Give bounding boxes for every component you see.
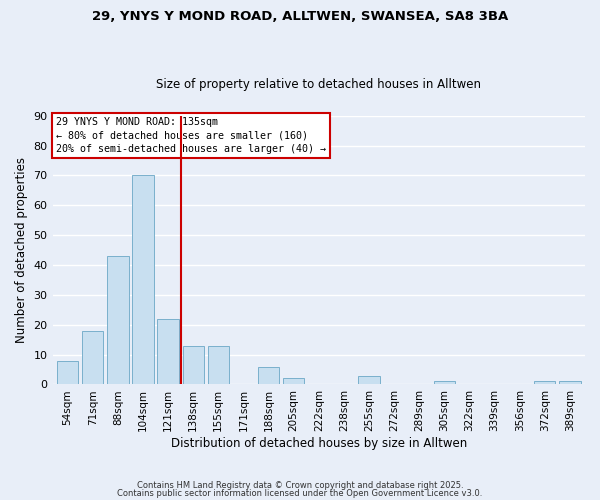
Bar bbox=[559, 382, 581, 384]
X-axis label: Distribution of detached houses by size in Alltwen: Distribution of detached houses by size … bbox=[170, 437, 467, 450]
Bar bbox=[132, 176, 154, 384]
Bar bbox=[258, 366, 279, 384]
Text: 29 YNYS Y MOND ROAD: 135sqm
← 80% of detached houses are smaller (160)
20% of se: 29 YNYS Y MOND ROAD: 135sqm ← 80% of det… bbox=[56, 118, 326, 154]
Text: 29, YNYS Y MOND ROAD, ALLTWEN, SWANSEA, SA8 3BA: 29, YNYS Y MOND ROAD, ALLTWEN, SWANSEA, … bbox=[92, 10, 508, 23]
Bar bbox=[107, 256, 128, 384]
Text: Contains public sector information licensed under the Open Government Licence v3: Contains public sector information licen… bbox=[118, 488, 482, 498]
Title: Size of property relative to detached houses in Alltwen: Size of property relative to detached ho… bbox=[156, 78, 481, 91]
Bar bbox=[82, 330, 103, 384]
Y-axis label: Number of detached properties: Number of detached properties bbox=[15, 157, 28, 343]
Bar bbox=[208, 346, 229, 385]
Bar bbox=[434, 382, 455, 384]
Bar bbox=[182, 346, 204, 385]
Bar bbox=[534, 382, 556, 384]
Bar bbox=[283, 378, 304, 384]
Bar bbox=[358, 376, 380, 384]
Bar bbox=[157, 319, 179, 384]
Text: Contains HM Land Registry data © Crown copyright and database right 2025.: Contains HM Land Registry data © Crown c… bbox=[137, 481, 463, 490]
Bar bbox=[57, 360, 78, 384]
